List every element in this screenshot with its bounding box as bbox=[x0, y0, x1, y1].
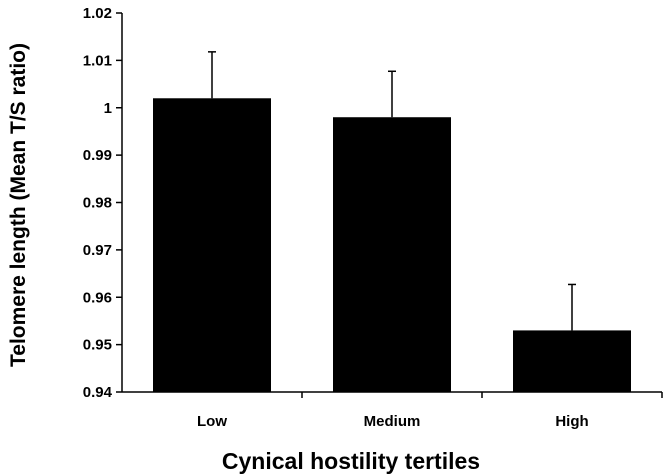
y-tick-label: 0.98 bbox=[83, 195, 112, 212]
y-axis-ticks: 0.94 0.95 0.96 0.97 0.98 0.99 1 1.01 1.02 bbox=[83, 5, 122, 401]
bar-low bbox=[153, 98, 271, 393]
y-tick-label: 0.97 bbox=[83, 242, 112, 259]
y-axis-title: Telomere length (Mean T/S ratio) bbox=[7, 43, 30, 367]
y-tick-label: 1.01 bbox=[83, 52, 112, 69]
bar-medium bbox=[333, 117, 451, 392]
y-tick-label: 0.99 bbox=[83, 147, 112, 164]
x-tick-label-medium: Medium bbox=[364, 413, 421, 430]
bar-high bbox=[513, 330, 631, 392]
y-tick-label: 0.96 bbox=[83, 289, 112, 306]
x-tick-label-high: High bbox=[555, 413, 588, 430]
error-bars bbox=[208, 51, 663, 398]
bars bbox=[153, 98, 631, 393]
y-tick-label: 1 bbox=[104, 100, 112, 117]
x-axis-title: Cynical hostility tertiles bbox=[222, 448, 480, 474]
y-tick-label: 0.94 bbox=[83, 384, 113, 401]
y-tick-label: 1.02 bbox=[83, 5, 112, 22]
x-axis-tick-labels: Low Medium High bbox=[197, 413, 589, 430]
x-tick-label-low: Low bbox=[197, 413, 227, 430]
y-tick-label: 0.95 bbox=[83, 337, 112, 354]
